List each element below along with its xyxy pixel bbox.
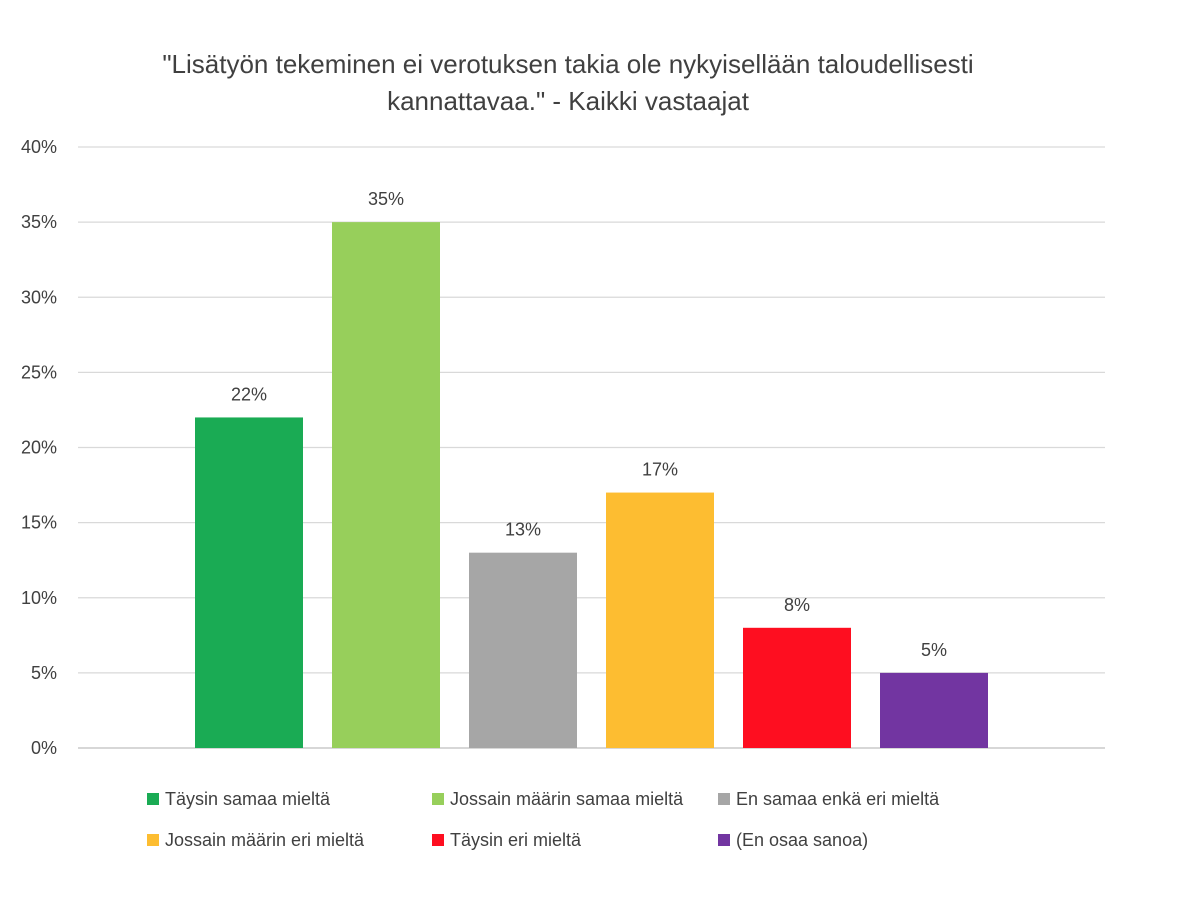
- data-labels: 22% 35% 13% 17% 8% 5%: [231, 189, 947, 660]
- bar: [880, 672, 988, 748]
- legend-label: Jossain määrin samaa mieltä: [450, 789, 684, 809]
- y-tick-label: 15%: [21, 513, 57, 533]
- y-tick-label: 35%: [21, 212, 57, 232]
- bars: [195, 222, 988, 748]
- legend-swatch: [432, 834, 444, 846]
- bar: [195, 417, 303, 748]
- data-label: 35%: [368, 189, 404, 209]
- legend-swatch: [147, 793, 159, 805]
- legend-label: En samaa enkä eri mieltä: [736, 789, 940, 809]
- y-tick-label: 40%: [21, 137, 57, 157]
- legend-swatch: [432, 793, 444, 805]
- chart-title-line-2: kannattavaa." - Kaikki vastaajat: [387, 86, 750, 116]
- bar: [469, 552, 577, 748]
- y-tick-label: 20%: [21, 438, 57, 458]
- y-tick-label: 0%: [31, 738, 57, 758]
- y-tick-label: 5%: [31, 663, 57, 683]
- legend-label: Täysin samaa mieltä: [165, 789, 331, 809]
- legend-label: (En osaa sanoa): [736, 830, 868, 850]
- data-label: 5%: [921, 640, 947, 660]
- data-label: 13%: [505, 520, 541, 540]
- y-tick-label: 10%: [21, 588, 57, 608]
- y-tick-label: 30%: [21, 287, 57, 307]
- legend: Täysin samaa mieltä Jossain määrin samaa …: [147, 789, 940, 850]
- bar: [332, 222, 440, 748]
- chart-title-line-1: "Lisätyön tekeminen ei verotuksen takia …: [162, 49, 973, 79]
- legend-label: Täysin eri mieltä: [450, 830, 582, 850]
- y-axis: 0% 5% 10% 15% 20% 25% 30% 35% 40%: [21, 137, 57, 758]
- data-label: 17%: [642, 460, 678, 480]
- legend-label: Jossain määrin eri mieltä: [165, 830, 365, 850]
- bar: [743, 627, 851, 748]
- data-label: 8%: [784, 595, 810, 615]
- bar: [606, 492, 714, 748]
- y-tick-label: 25%: [21, 362, 57, 382]
- legend-swatch: [718, 793, 730, 805]
- legend-swatch: [718, 834, 730, 846]
- data-label: 22%: [231, 384, 267, 404]
- legend-swatch: [147, 834, 159, 846]
